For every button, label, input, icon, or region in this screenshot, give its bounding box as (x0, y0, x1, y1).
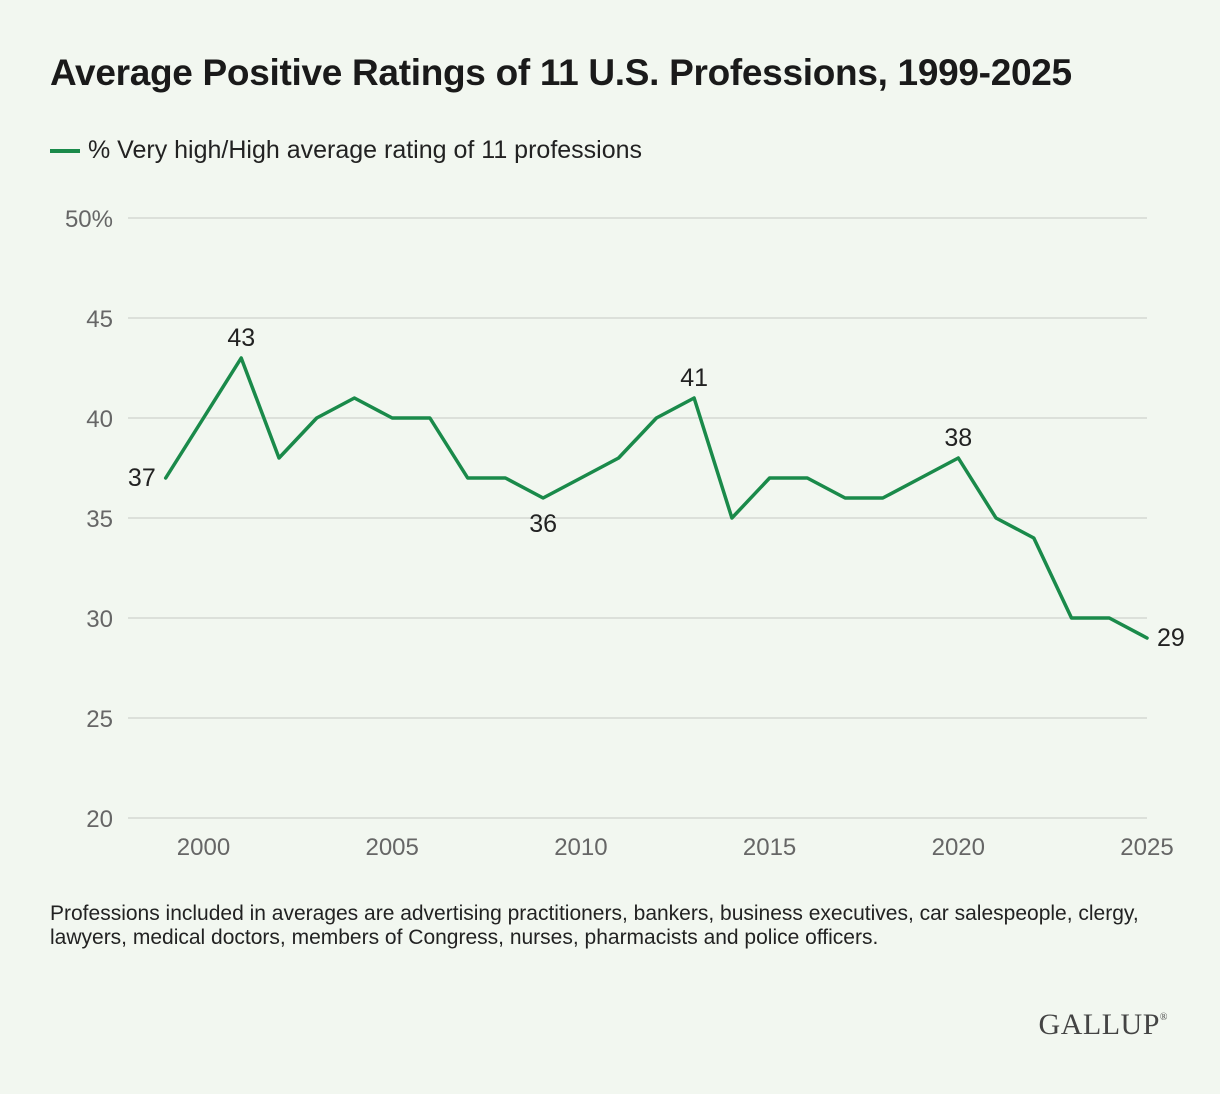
legend-swatch (50, 148, 80, 153)
data-label-1999: 37 (128, 464, 156, 492)
grid (128, 217, 1147, 819)
x-axis-ticks: 2000 2005 2010 2015 2020 2025 (177, 834, 1174, 861)
logo-text: GALLUP (1038, 1008, 1160, 1041)
data-label-2013: 41 (680, 364, 708, 392)
series-line (163, 356, 1149, 640)
data-label-2025: 29 (1157, 624, 1185, 652)
y-tick-label-35: 35 (86, 506, 113, 533)
x-tick-label-2010: 2010 (554, 834, 607, 861)
data-label-2001: 43 (227, 324, 255, 352)
y-tick-label-50: 50% (65, 206, 113, 233)
y-tick-label-30: 30 (86, 606, 113, 633)
footnote: Professions included in averages are adv… (50, 902, 1139, 949)
x-tick-label-2020: 2020 (932, 834, 985, 861)
logo-mark: ® (1159, 1012, 1168, 1023)
y-tick-label-40: 40 (86, 406, 113, 433)
x-tick-label-2005: 2005 (365, 834, 418, 861)
legend-label: % Very high/High average rating of 11 pr… (88, 136, 643, 164)
legend: % Very high/High average rating of 11 pr… (50, 136, 642, 165)
chart-title: Average Positive Ratings of 11 U.S. Prof… (50, 52, 1072, 93)
y-axis-ticks: 20 25 30 35 40 45 50% (65, 206, 113, 833)
data-labels: 37 43 36 41 38 29 (128, 324, 1185, 652)
y-tick-label-45: 45 (86, 306, 113, 333)
y-tick-label-20: 20 (86, 806, 113, 833)
data-label-2020: 38 (944, 424, 972, 452)
gallup-logo: GALLUP® (1039, 1008, 1168, 1042)
series-line-layer (163, 356, 1149, 640)
y-tick-label-25: 25 (86, 706, 113, 733)
x-tick-label-2025: 2025 (1120, 834, 1173, 861)
data-label-2009: 36 (529, 510, 557, 538)
x-tick-label-2000: 2000 (177, 834, 230, 861)
x-tick-label-2015: 2015 (743, 834, 796, 861)
